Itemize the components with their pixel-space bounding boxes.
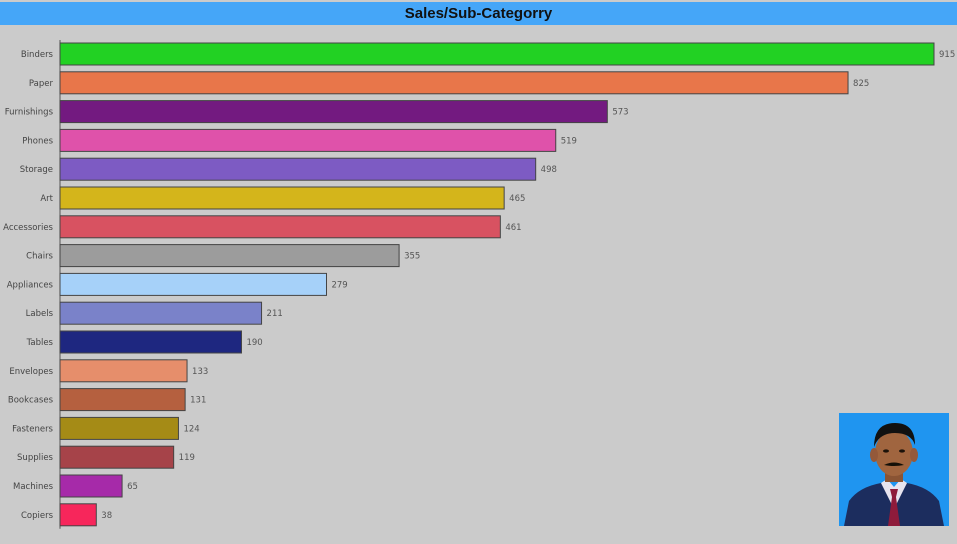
category-label: Binders [21, 50, 54, 60]
category-label: Art [40, 194, 53, 204]
bar-art [59, 186, 505, 210]
bar-storage [59, 157, 537, 181]
bar-fasteners [59, 416, 179, 440]
value-label: 498 [541, 165, 557, 175]
category-label: Tables [26, 338, 54, 348]
bar-furnishings [59, 100, 608, 124]
bar-appliances [59, 272, 327, 296]
value-label: 133 [192, 367, 208, 377]
category-label: Envelopes [9, 367, 53, 377]
bar-envelopes [59, 359, 188, 383]
value-label: 461 [505, 223, 521, 233]
value-label: 825 [853, 79, 869, 89]
chart-title: Sales/Sub-Categorry [0, 2, 957, 25]
bar-tables [59, 330, 242, 354]
value-label: 190 [246, 338, 262, 348]
category-label: Fasteners [12, 424, 53, 434]
bar-phones [59, 128, 557, 152]
bar-supplies [59, 445, 175, 469]
category-label: Appliances [7, 280, 54, 290]
value-label: 65 [127, 482, 138, 492]
category-label: Supplies [17, 453, 54, 463]
bar-chairs [59, 244, 400, 268]
value-label: 131 [190, 396, 206, 406]
bar-bookcases [59, 388, 186, 412]
value-label: 119 [179, 453, 195, 463]
category-label: Paper [29, 79, 54, 89]
value-label: 915 [939, 50, 955, 60]
value-label: 124 [183, 424, 199, 434]
category-label: Storage [20, 165, 53, 175]
category-label: Chairs [26, 252, 53, 262]
value-label: 38 [101, 511, 112, 521]
category-label: Accessories [3, 223, 53, 233]
bar-machines [59, 474, 123, 498]
bar-accessories [59, 215, 501, 239]
category-label: Machines [13, 482, 54, 492]
bar-copiers [59, 503, 97, 527]
bar-paper [59, 71, 849, 95]
bar-binders [59, 42, 935, 66]
category-label: Phones [22, 136, 53, 146]
value-label: 211 [267, 309, 283, 319]
value-label: 355 [404, 252, 420, 262]
value-label: 519 [561, 136, 577, 146]
category-label: Labels [26, 309, 54, 319]
person-photo [839, 413, 949, 526]
category-label: Furnishings [5, 108, 54, 118]
category-label: Copiers [21, 511, 54, 521]
value-label: 465 [509, 194, 525, 204]
bar-labels [59, 301, 263, 325]
value-label: 279 [331, 280, 347, 290]
category-label: Bookcases [8, 396, 54, 406]
value-label: 573 [612, 108, 628, 118]
